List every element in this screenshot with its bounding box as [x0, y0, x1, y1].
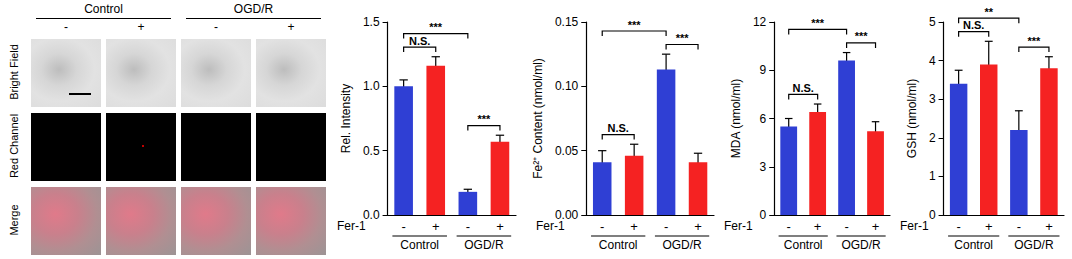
svg-text:4: 4	[929, 54, 936, 68]
svg-text:-: -	[844, 219, 848, 234]
svg-text:+: +	[432, 219, 440, 234]
svg-text:**: **	[984, 6, 993, 18]
svg-text:Control: Control	[954, 238, 993, 252]
svg-text:-: -	[600, 219, 604, 234]
svg-text:5: 5	[929, 15, 936, 29]
svg-text:+: +	[1045, 219, 1053, 234]
svg-text:0.00: 0.00	[555, 208, 579, 222]
svg-text:***: ***	[628, 19, 642, 31]
svg-text:Fer-1: Fer-1	[536, 219, 565, 233]
svg-text:Fer-1: Fer-1	[337, 219, 366, 233]
svg-text:***: ***	[1027, 35, 1041, 47]
svg-text:+: +	[872, 219, 880, 234]
svg-text:0.10: 0.10	[555, 79, 579, 93]
svg-text:1: 1	[929, 169, 936, 183]
svg-text:-: -	[956, 219, 960, 234]
svg-text:-: -	[787, 219, 791, 234]
svg-text:+: +	[630, 219, 638, 234]
svg-text:3: 3	[929, 92, 936, 106]
svg-text:OGD/R: OGD/R	[1014, 238, 1054, 252]
svg-text:***: ***	[676, 32, 690, 44]
html-text:Red Channel: Red Channel	[8, 113, 20, 179]
svg-text:0.0: 0.0	[363, 208, 380, 222]
svg-text:Fer-1: Fer-1	[724, 219, 753, 233]
svg-text:+: +	[496, 219, 504, 234]
svg-text:2: 2	[929, 131, 936, 145]
svg-text:1.5: 1.5	[363, 15, 380, 29]
svg-text:-: -	[1017, 219, 1021, 234]
svg-text:N.S.: N.S.	[607, 122, 628, 134]
svg-text:***: ***	[477, 113, 491, 125]
svg-text:Rel. Intensity: Rel. Intensity	[339, 84, 353, 153]
svg-text:***: ***	[429, 21, 443, 33]
svg-text:-: -	[466, 219, 470, 234]
svg-text:Control: Control	[400, 238, 439, 252]
svg-text:12: 12	[753, 15, 767, 29]
svg-text:Fe²⁺ Content (nmol/ml): Fe²⁺ Content (nmol/ml)	[531, 58, 545, 179]
svg-text:1.0: 1.0	[363, 79, 380, 93]
svg-text:OGD/R: OGD/R	[662, 238, 702, 252]
html-text:Merge: Merge	[8, 204, 20, 236]
html-text:OGD/R: OGD/R	[233, 2, 274, 16]
svg-text:Control: Control	[599, 238, 638, 252]
html-text:Control: Control	[84, 2, 123, 16]
svg-text:0: 0	[760, 208, 767, 222]
svg-text:-: -	[401, 219, 405, 234]
svg-text:OGD/R: OGD/R	[841, 238, 881, 252]
svg-text:***: ***	[811, 17, 825, 29]
svg-text:0.05: 0.05	[555, 144, 579, 158]
svg-text:GSH (nmol/ml): GSH (nmol/ml)	[905, 79, 919, 158]
html-text:Bright Field: Bright Field	[8, 44, 20, 100]
svg-text:Control: Control	[784, 238, 823, 252]
svg-text:0.15: 0.15	[555, 15, 579, 29]
svg-text:+: +	[814, 219, 822, 234]
svg-text:Fer-1: Fer-1	[900, 219, 929, 233]
svg-text:6: 6	[760, 112, 767, 126]
svg-text:N.S.: N.S.	[792, 82, 813, 94]
svg-text:-: -	[664, 219, 668, 234]
svg-text:+: +	[694, 219, 702, 234]
svg-text:3: 3	[760, 160, 767, 174]
svg-text:MDA (nmol/ml): MDA (nmol/ml)	[729, 79, 743, 158]
svg-text:N.S.: N.S.	[963, 19, 984, 31]
svg-text:***: ***	[855, 30, 869, 42]
svg-text:+: +	[985, 219, 993, 234]
svg-text:N.S.: N.S.	[409, 35, 430, 47]
svg-text:0.5: 0.5	[363, 144, 380, 158]
svg-text:0: 0	[929, 208, 936, 222]
svg-text:9: 9	[760, 63, 767, 77]
svg-text:OGD/R: OGD/R	[464, 238, 504, 252]
